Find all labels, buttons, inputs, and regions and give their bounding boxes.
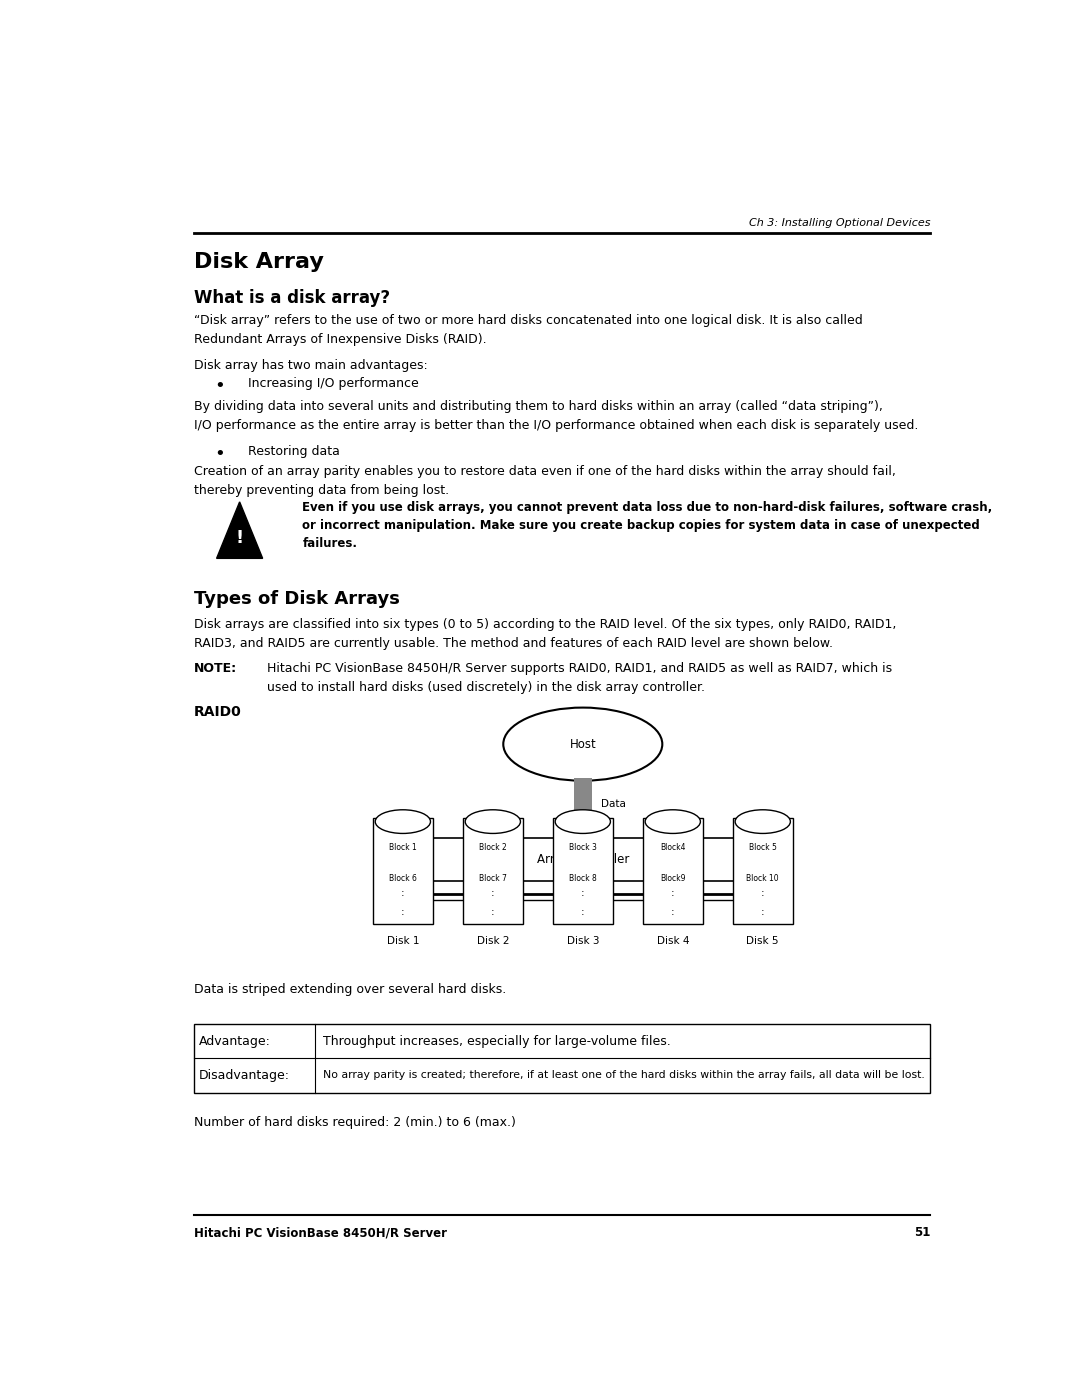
Ellipse shape — [555, 810, 610, 834]
FancyBboxPatch shape — [462, 819, 523, 923]
Ellipse shape — [465, 810, 521, 834]
Text: !: ! — [235, 529, 244, 548]
Text: Even if you use disk arrays, you cannot prevent data loss due to non-hard-disk f: Even if you use disk arrays, you cannot … — [302, 502, 993, 550]
FancyBboxPatch shape — [573, 784, 592, 791]
Text: What is a disk array?: What is a disk array? — [193, 289, 390, 306]
FancyBboxPatch shape — [573, 778, 592, 784]
Text: Disk 2: Disk 2 — [476, 936, 509, 946]
Ellipse shape — [735, 810, 791, 834]
Text: :: : — [581, 888, 584, 898]
Text: Block 10: Block 10 — [746, 873, 779, 883]
Text: Data: Data — [602, 799, 626, 809]
Text: Block4: Block4 — [660, 842, 686, 852]
FancyBboxPatch shape — [573, 823, 592, 830]
FancyBboxPatch shape — [573, 791, 592, 796]
Text: Disk 4: Disk 4 — [657, 936, 689, 946]
Text: :: : — [491, 888, 495, 898]
Text: Block 2: Block 2 — [478, 842, 507, 852]
Ellipse shape — [375, 810, 431, 834]
Text: Block 7: Block 7 — [478, 873, 507, 883]
Text: :: : — [581, 908, 584, 918]
Text: •: • — [215, 377, 226, 395]
Text: RAID0: RAID0 — [193, 705, 241, 719]
Text: Host: Host — [569, 738, 596, 750]
Text: Increasing I/O performance: Increasing I/O performance — [248, 377, 419, 390]
FancyBboxPatch shape — [573, 796, 592, 803]
Text: :: : — [491, 908, 495, 918]
Ellipse shape — [503, 708, 662, 781]
FancyBboxPatch shape — [373, 819, 433, 923]
Text: Hitachi PC VisionBase 8450H/R Server supports RAID0, RAID1, and RAID5 as well as: Hitachi PC VisionBase 8450H/R Server sup… — [267, 662, 892, 694]
Text: Disk array has two main advantages:: Disk array has two main advantages: — [193, 359, 428, 372]
Text: Block 8: Block 8 — [569, 873, 596, 883]
Text: Number of hard disks required: 2 (min.) to 6 (max.): Number of hard disks required: 2 (min.) … — [193, 1116, 515, 1129]
Text: :: : — [401, 908, 405, 918]
Text: 51: 51 — [914, 1227, 930, 1239]
Text: Ch 3: Installing Optional Devices: Ch 3: Installing Optional Devices — [748, 218, 930, 228]
Text: By dividing data into several units and distributing them to hard disks within a: By dividing data into several units and … — [193, 400, 918, 432]
FancyBboxPatch shape — [553, 819, 613, 923]
Text: Disk 5: Disk 5 — [746, 936, 779, 946]
Text: No array parity is created; therefore, if at least one of the hard disks within : No array parity is created; therefore, i… — [323, 1070, 926, 1080]
Text: Disadvantage:: Disadvantage: — [199, 1069, 289, 1083]
Text: Disk 3: Disk 3 — [567, 936, 599, 946]
Text: “Disk array” refers to the use of two or more hard disks concatenated into one l: “Disk array” refers to the use of two or… — [193, 314, 862, 346]
Polygon shape — [217, 502, 262, 559]
Text: Disk Array: Disk Array — [193, 253, 324, 272]
Text: Hitachi PC VisionBase 8450H/R Server: Hitachi PC VisionBase 8450H/R Server — [193, 1227, 447, 1239]
Text: •: • — [215, 444, 226, 462]
FancyBboxPatch shape — [193, 1024, 930, 1092]
Text: Array controller: Array controller — [537, 852, 629, 866]
FancyBboxPatch shape — [403, 838, 762, 880]
Text: Block 3: Block 3 — [569, 842, 597, 852]
Text: Types of Disk Arrays: Types of Disk Arrays — [193, 590, 400, 608]
Text: Block 5: Block 5 — [748, 842, 777, 852]
FancyBboxPatch shape — [573, 803, 592, 810]
Text: :: : — [401, 888, 405, 898]
Text: Throughput increases, especially for large-volume files.: Throughput increases, especially for lar… — [323, 1035, 671, 1048]
Text: :: : — [671, 908, 675, 918]
Ellipse shape — [645, 810, 701, 834]
Text: :: : — [671, 888, 675, 898]
FancyBboxPatch shape — [732, 819, 793, 923]
Text: :: : — [761, 888, 765, 898]
FancyBboxPatch shape — [573, 816, 592, 823]
Text: Disk arrays are classified into six types (0 to 5) according to the RAID level. : Disk arrays are classified into six type… — [193, 617, 896, 650]
FancyBboxPatch shape — [643, 819, 703, 923]
Text: Creation of an array parity enables you to restore data even if one of the hard : Creation of an array parity enables you … — [193, 465, 895, 497]
Text: Block 1: Block 1 — [389, 842, 417, 852]
Text: Restoring data: Restoring data — [248, 444, 340, 458]
Text: Data is striped extending over several hard disks.: Data is striped extending over several h… — [193, 983, 505, 996]
Text: :: : — [761, 908, 765, 918]
Text: Advantage:: Advantage: — [199, 1035, 270, 1048]
Text: Disk 1: Disk 1 — [387, 936, 419, 946]
FancyBboxPatch shape — [573, 810, 592, 816]
Text: Block 6: Block 6 — [389, 873, 417, 883]
Text: NOTE:: NOTE: — [193, 662, 237, 675]
Text: Block9: Block9 — [660, 873, 686, 883]
